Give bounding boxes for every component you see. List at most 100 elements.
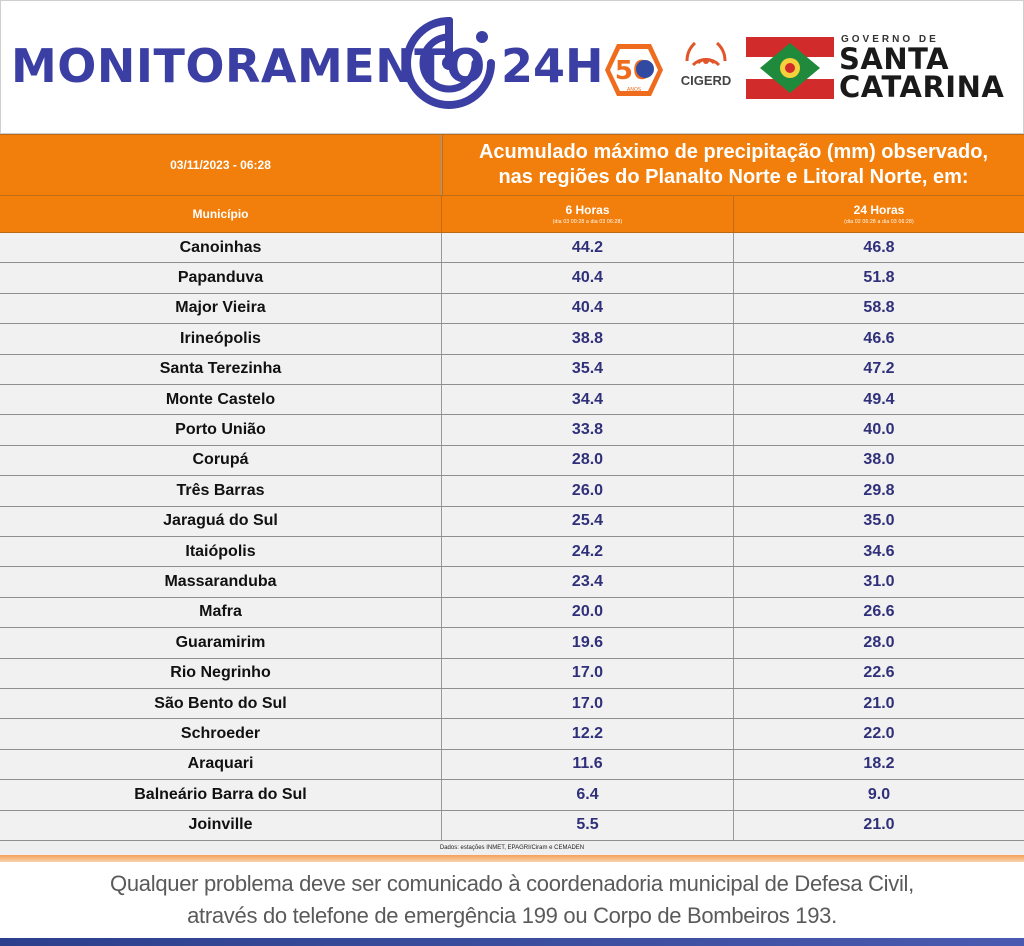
value-24h-cell: 22.0 bbox=[863, 725, 895, 743]
table-title-line1: Acumulado máximo de precipitação (mm) ob… bbox=[478, 141, 988, 163]
value-24h-cell: 51.8 bbox=[863, 269, 895, 287]
table-row: Araquari 11.6 18.2 bbox=[0, 749, 1024, 781]
signal-target-icon bbox=[403, 17, 495, 109]
col-header-24h: 24 Horas (dia 02 06:28 a dia 03 06:28) bbox=[734, 196, 1024, 232]
municipality-cell: Araquari bbox=[0, 749, 442, 780]
value-24h-cell: 34.6 bbox=[863, 542, 895, 560]
santa-catarina-flag-icon bbox=[746, 37, 834, 99]
value-6h-cell: 6.4 bbox=[442, 780, 734, 810]
value-24h-cell: 21.0 bbox=[863, 694, 895, 712]
table-row: Jaraguá do Sul 25.4 35.0 bbox=[0, 506, 1024, 537]
value-24h-cell: 40.0 bbox=[863, 421, 895, 439]
table-row: Santa Terezinha 35.4 47.2 bbox=[0, 354, 1024, 385]
table-row: Major Vieira 40.4 58.8 bbox=[0, 293, 1024, 325]
table-row: Porto União 33.8 40.0 bbox=[0, 415, 1024, 446]
value-6h-cell: 17.0 bbox=[442, 658, 734, 688]
col-header-6h-range: (dia 03 00:28 a dia 03 06:28) bbox=[552, 219, 623, 225]
table-row: Massaranduba 23.4 31.0 bbox=[0, 567, 1024, 598]
table-title-row: 03/11/2023 - 06:28 Acumulado máximo de p… bbox=[0, 134, 1024, 196]
gov-line2: CATARINA bbox=[839, 70, 1005, 104]
fifty-years-badge-icon: 50 ANOS bbox=[605, 44, 663, 96]
municipality-cell: Rio Negrinho bbox=[0, 658, 442, 688]
value-6h-cell: 5.5 bbox=[442, 810, 734, 840]
value-6h-cell: 40.4 bbox=[442, 263, 734, 293]
table-row: Rio Negrinho 17.0 22.6 bbox=[0, 658, 1024, 689]
table-row: Balneário Barra do Sul 6.4 9.0 bbox=[0, 780, 1024, 811]
table-row: Canoinhas 44.2 46.8 bbox=[0, 233, 1024, 264]
value-6h-cell: 17.0 bbox=[442, 689, 734, 719]
municipality-cell: Corupá bbox=[0, 445, 442, 476]
municipality-cell: Irineópolis bbox=[0, 324, 442, 354]
value-6h-cell: 28.0 bbox=[442, 445, 734, 476]
table-row: Corupá 28.0 38.0 bbox=[0, 445, 1024, 477]
col-header-6h-label: 6 Horas bbox=[565, 203, 610, 217]
table-row: Schroeder 12.2 22.0 bbox=[0, 719, 1024, 750]
value-24h-cell: 46.6 bbox=[863, 329, 895, 347]
value-6h-cell: 35.4 bbox=[442, 354, 734, 384]
value-6h-cell: 40.4 bbox=[442, 293, 734, 324]
municipality-cell: Guaramirim bbox=[0, 628, 442, 658]
footer-divider bbox=[0, 855, 1024, 862]
table-row: São Bento do Sul 17.0 21.0 bbox=[0, 689, 1024, 720]
table-row: Mafra 20.0 26.6 bbox=[0, 597, 1024, 629]
footer-line1: Qualquer problema deve ser comunicado à … bbox=[110, 871, 914, 896]
table-title: Acumulado máximo de precipitação (mm) ob… bbox=[442, 135, 1024, 195]
value-24h-cell: 47.2 bbox=[863, 360, 895, 378]
table-row: Irineópolis 38.8 46.6 bbox=[0, 324, 1024, 355]
value-6h-cell: 26.0 bbox=[442, 476, 734, 506]
table-row: Joinville 5.5 21.0 bbox=[0, 810, 1024, 841]
value-6h-cell: 19.6 bbox=[442, 628, 734, 658]
value-24h-cell: 26.6 bbox=[863, 603, 895, 621]
value-6h-cell: 25.4 bbox=[442, 506, 734, 536]
value-6h-cell: 34.4 bbox=[442, 385, 734, 415]
gov-small-label: GOVERNO DE bbox=[841, 34, 939, 45]
value-24h-cell: 18.2 bbox=[863, 755, 895, 773]
col-header-24h-label: 24 Horas bbox=[853, 203, 905, 217]
table-row: Itaiópolis 24.2 34.6 bbox=[0, 537, 1024, 568]
municipality-cell: Canoinhas bbox=[0, 233, 442, 263]
municipality-cell: Itaiópolis bbox=[0, 537, 442, 567]
municipality-cell: Monte Castelo bbox=[0, 385, 442, 415]
municipality-cell: São Bento do Sul bbox=[0, 689, 442, 719]
cigerd-logo: CIGERD bbox=[673, 35, 739, 101]
value-24h-cell: 28.0 bbox=[863, 633, 895, 651]
municipality-cell: Balneário Barra do Sul bbox=[0, 780, 442, 810]
cigerd-label: CIGERD bbox=[680, 73, 732, 88]
municipality-cell: Massaranduba bbox=[0, 567, 442, 597]
col-header-6h: 6 Horas (dia 03 00:28 a dia 03 06:28) bbox=[442, 196, 734, 232]
report-datetime: 03/11/2023 - 06:28 bbox=[0, 135, 442, 195]
municipality-cell: Mafra bbox=[0, 597, 442, 628]
value-24h-cell: 46.8 bbox=[863, 238, 895, 256]
gov-line1: SANTA bbox=[839, 42, 950, 76]
footer-line2: através do telefone de emergência 199 ou… bbox=[187, 903, 837, 928]
municipality-cell: Papanduva bbox=[0, 263, 442, 293]
value-24h-cell: 9.0 bbox=[867, 785, 891, 803]
table-row: Guaramirim 19.6 28.0 bbox=[0, 628, 1024, 659]
table-header-row: Município 6 Horas (dia 03 00:28 a dia 03… bbox=[0, 196, 1024, 233]
value-6h-cell: 11.6 bbox=[442, 749, 734, 780]
footer-notice: Qualquer problema deve ser comunicado à … bbox=[0, 862, 1024, 938]
value-6h-cell: 38.8 bbox=[442, 324, 734, 354]
municipality-cell: Jaraguá do Sul bbox=[0, 506, 442, 536]
value-6h-cell: 20.0 bbox=[442, 597, 734, 628]
header-banner: MONITORAMENTO 24H 50 ANOS CIGERD GOVERN bbox=[0, 0, 1024, 134]
municipality-cell: Schroeder bbox=[0, 719, 442, 749]
municipality-cell: Porto União bbox=[0, 415, 442, 445]
municipality-cell: Três Barras bbox=[0, 476, 442, 506]
value-24h-cell: 21.0 bbox=[863, 816, 895, 834]
value-24h-cell: 31.0 bbox=[863, 573, 895, 591]
value-24h-cell: 49.4 bbox=[863, 390, 895, 408]
value-24h-cell: 35.0 bbox=[863, 512, 895, 530]
municipality-cell: Major Vieira bbox=[0, 293, 442, 324]
table-row: Três Barras 26.0 29.8 bbox=[0, 476, 1024, 507]
value-24h-cell: 29.8 bbox=[863, 481, 895, 499]
value-6h-cell: 44.2 bbox=[442, 233, 734, 263]
value-6h-cell: 23.4 bbox=[442, 567, 734, 597]
col-header-municipio-label: Município bbox=[192, 207, 249, 221]
value-24h-cell: 38.0 bbox=[863, 451, 895, 469]
table-row: Papanduva 40.4 51.8 bbox=[0, 263, 1024, 294]
cigerd-signal-icon bbox=[685, 41, 727, 67]
gov-name: SANTA CATARINA bbox=[839, 42, 1005, 104]
value-6h-cell: 12.2 bbox=[442, 719, 734, 749]
bottom-bar bbox=[0, 938, 1024, 946]
